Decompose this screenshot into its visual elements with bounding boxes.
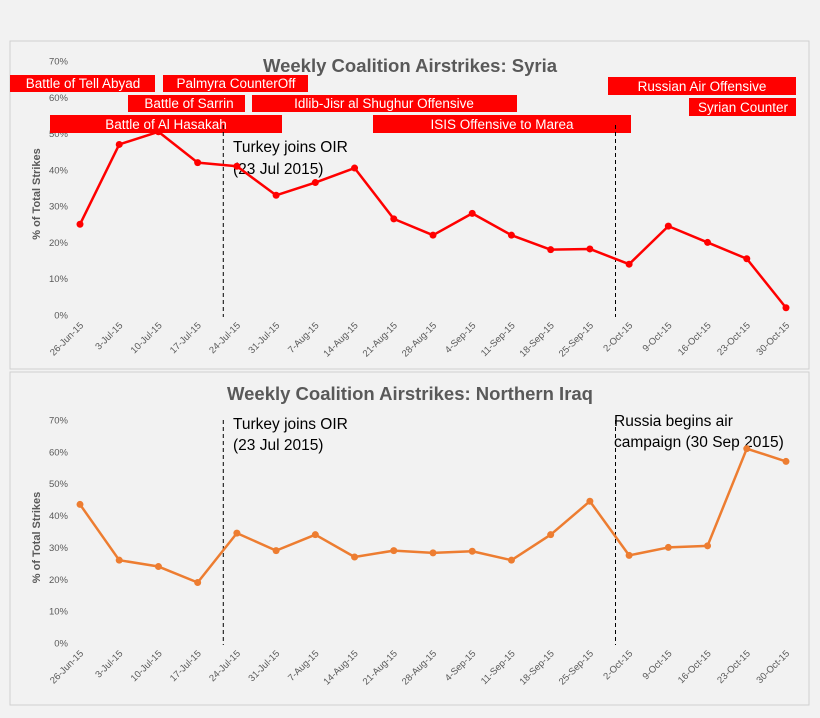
data-point <box>272 191 280 199</box>
annotation-text: (23 Jul 2015) <box>233 161 323 178</box>
y-axis-label: % of Total Strikes <box>31 148 43 239</box>
y-tick-label: 50% <box>49 479 69 490</box>
event-label: Russian Air Offensive <box>638 79 767 94</box>
event-label: Idlib-Jisr al Shughur Offensive <box>294 96 474 111</box>
y-tick-label: 70% <box>49 416 69 427</box>
data-point <box>76 500 84 508</box>
data-point <box>664 222 672 230</box>
data-point <box>625 551 633 559</box>
data-point <box>311 531 319 539</box>
iraq-panel: Weekly Coalition Airstrikes: Northern Ir… <box>9 371 810 706</box>
y-tick-label: 40% <box>49 511 69 522</box>
event-label: Syrian Counter <box>698 100 789 115</box>
event-bar <box>10 75 155 92</box>
data-point <box>468 209 476 217</box>
data-point <box>429 549 437 557</box>
data-point <box>586 497 594 505</box>
data-point <box>351 553 359 561</box>
event-bar <box>373 115 631 133</box>
data-point <box>704 542 712 550</box>
data-point <box>115 140 123 148</box>
event-label: Battle of Al Hasakah <box>105 117 227 132</box>
y-tick-label: 20% <box>49 575 69 586</box>
data-point <box>586 245 594 253</box>
event-bar <box>252 95 517 112</box>
data-point <box>664 543 672 551</box>
annotation-text: Russia begins air <box>614 413 733 430</box>
y-tick-label: 0% <box>54 639 68 650</box>
data-point <box>507 231 515 239</box>
y-tick-label: 70% <box>49 57 69 68</box>
data-point <box>194 159 202 167</box>
data-point <box>76 220 84 228</box>
data-point <box>351 164 359 172</box>
data-point <box>194 578 202 586</box>
data-point <box>507 556 515 564</box>
data-point <box>743 255 751 263</box>
data-point <box>115 556 123 564</box>
y-tick-label: 10% <box>49 274 69 285</box>
data-point <box>390 547 398 555</box>
data-point <box>547 531 555 539</box>
y-tick-label: 60% <box>49 93 69 104</box>
y-tick-label: 20% <box>49 238 69 249</box>
y-axis-label: % of Total Strikes <box>31 492 43 583</box>
annotation-text: Turkey joins OIR <box>233 416 348 433</box>
data-point <box>233 529 241 537</box>
data-point <box>233 162 241 170</box>
y-tick-label: 10% <box>49 607 69 618</box>
chart-title: Weekly Coalition Airstrikes: Syria <box>263 55 558 76</box>
y-tick-label: 60% <box>49 447 69 458</box>
annotation-text: Turkey joins OIR <box>233 139 348 156</box>
data-point <box>311 179 319 187</box>
data-point <box>390 215 398 223</box>
y-tick-label: 30% <box>49 543 69 554</box>
event-bar <box>608 77 796 95</box>
chart-title: Weekly Coalition Airstrikes: Northern Ir… <box>227 383 593 404</box>
y-tick-label: 30% <box>49 202 69 213</box>
chart-frame <box>9 371 810 706</box>
annotation-text: (23 Jul 2015) <box>233 437 323 454</box>
data-point <box>429 231 437 239</box>
data-point <box>704 238 712 246</box>
event-label: Battle of Sarrin <box>144 96 233 111</box>
data-point <box>272 547 280 555</box>
y-tick-label: 40% <box>49 165 69 176</box>
data-point <box>782 304 790 312</box>
event-bar <box>163 75 308 92</box>
data-point <box>154 128 162 136</box>
data-point <box>625 260 633 268</box>
y-tick-label: 0% <box>54 311 68 322</box>
data-point <box>547 246 555 254</box>
event-label: ISIS Offensive to Marea <box>430 117 574 132</box>
annotation-text: campaign (30 Sep 2015) <box>614 434 784 451</box>
y-tick-label: 50% <box>49 129 69 140</box>
event-bar <box>128 95 245 112</box>
event-label: Palmyra CounterOff <box>176 76 295 91</box>
data-point <box>154 563 162 571</box>
data-point <box>743 445 751 453</box>
data-point <box>468 547 476 555</box>
event-bar <box>689 98 796 116</box>
event-label: Battle of Tell Abyad <box>26 76 141 91</box>
syria-panel: Weekly Coalition Airstrikes: Syria 0% 10% 2… <box>9 40 810 370</box>
event-bar <box>50 115 282 133</box>
data-point <box>782 457 790 465</box>
